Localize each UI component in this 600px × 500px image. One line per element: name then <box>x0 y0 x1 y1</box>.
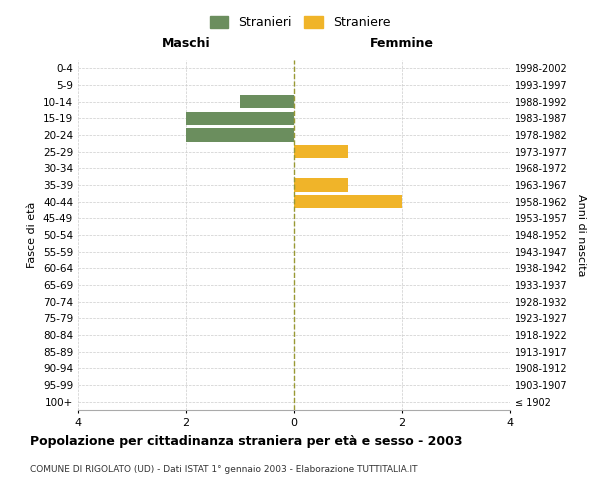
Text: Maschi: Maschi <box>161 37 211 50</box>
Text: COMUNE DI RIGOLATO (UD) - Dati ISTAT 1° gennaio 2003 - Elaborazione TUTTITALIA.I: COMUNE DI RIGOLATO (UD) - Dati ISTAT 1° … <box>30 465 418 474</box>
Y-axis label: Anni di nascita: Anni di nascita <box>576 194 586 276</box>
Bar <box>240 95 294 108</box>
Bar <box>294 178 348 192</box>
Bar <box>294 145 348 158</box>
Text: Popolazione per cittadinanza straniera per età e sesso - 2003: Popolazione per cittadinanza straniera p… <box>30 435 463 448</box>
Y-axis label: Fasce di età: Fasce di età <box>28 202 37 268</box>
Bar <box>294 195 402 208</box>
Bar <box>186 112 294 125</box>
Text: Femmine: Femmine <box>370 37 434 50</box>
Bar <box>186 128 294 141</box>
Legend: Stranieri, Straniere: Stranieri, Straniere <box>205 11 395 34</box>
